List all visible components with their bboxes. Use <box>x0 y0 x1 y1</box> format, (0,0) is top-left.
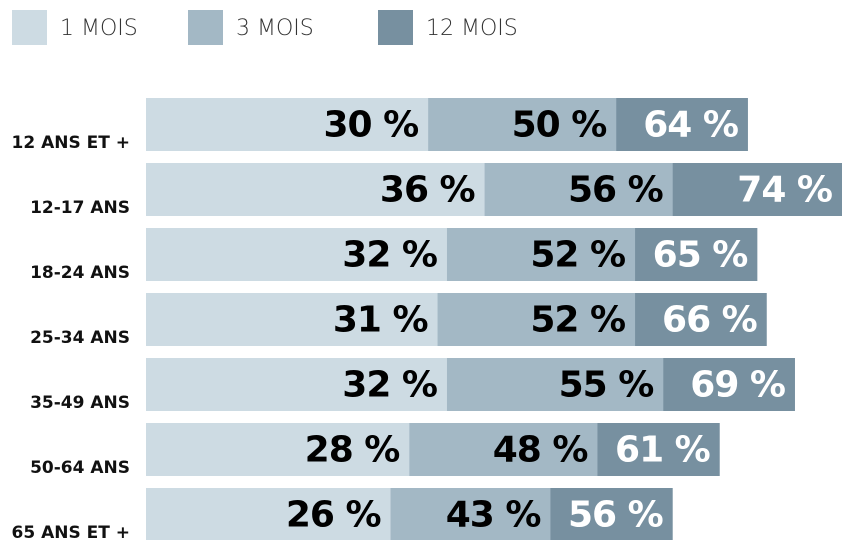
value-label: 32 % <box>342 365 437 406</box>
category-label: 12 ANS ET + <box>12 133 131 153</box>
bar <box>146 228 447 281</box>
category-label: 50-64 ANS <box>30 458 130 478</box>
category-label: 12-17 ANS <box>30 198 130 218</box>
value-label: 69 % <box>690 365 785 406</box>
value-label: 43 % <box>446 495 541 536</box>
bar <box>146 98 429 151</box>
bar <box>146 423 410 476</box>
value-label: 26 % <box>286 495 381 536</box>
value-label: 30 % <box>323 105 418 146</box>
value-label: 28 % <box>305 430 400 471</box>
bar <box>146 358 447 411</box>
legend-swatch <box>12 10 47 45</box>
value-label: 48 % <box>493 430 588 471</box>
category-label: 35-49 ANS <box>30 393 130 413</box>
value-label: 61 % <box>615 430 710 471</box>
category-label: 65 ANS ET + <box>12 523 131 540</box>
value-label: 31 % <box>333 300 428 341</box>
bar <box>146 293 438 346</box>
legend-label: 12 MOIS <box>426 16 518 41</box>
value-label: 65 % <box>653 235 748 276</box>
value-label: 50 % <box>512 105 607 146</box>
value-label: 32 % <box>342 235 437 276</box>
value-label: 52 % <box>530 300 625 341</box>
category-label: 18-24 ANS <box>30 263 130 283</box>
legend-swatch <box>188 10 223 45</box>
value-label: 64 % <box>643 105 738 146</box>
bar <box>146 163 485 216</box>
legend-label: 1 MOIS <box>60 16 138 41</box>
value-label: 36 % <box>380 170 475 211</box>
bar <box>146 488 391 540</box>
value-label: 74 % <box>737 170 832 211</box>
value-label: 56 % <box>568 495 663 536</box>
category-label: 25-34 ANS <box>30 328 130 348</box>
value-label: 56 % <box>568 170 663 211</box>
legend-swatch <box>378 10 413 45</box>
value-label: 55 % <box>559 365 654 406</box>
value-label: 66 % <box>662 300 757 341</box>
legend-label: 3 MOIS <box>236 16 314 41</box>
value-label: 52 % <box>530 235 625 276</box>
